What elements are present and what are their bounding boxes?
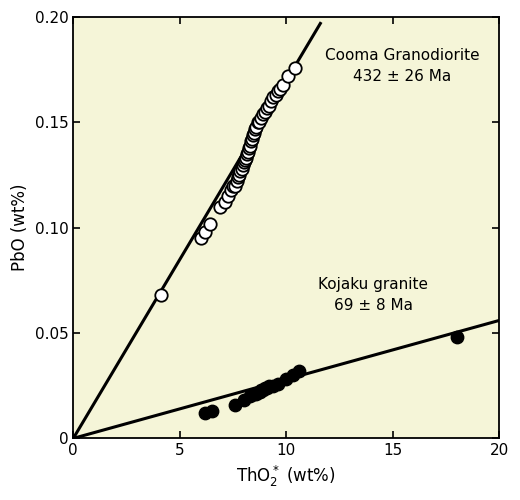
Point xyxy=(253,118,262,126)
Point xyxy=(289,371,297,379)
Point xyxy=(263,104,271,112)
Point xyxy=(255,388,264,396)
Point xyxy=(157,291,165,299)
Point xyxy=(250,129,258,137)
Point xyxy=(252,390,261,398)
Point xyxy=(244,148,252,156)
Point xyxy=(279,80,287,88)
Point xyxy=(231,400,239,408)
Point xyxy=(238,165,246,173)
Point xyxy=(234,173,242,181)
Point xyxy=(274,380,282,388)
Point xyxy=(247,138,255,145)
Point xyxy=(254,388,263,396)
Point xyxy=(216,202,225,210)
Point xyxy=(224,192,232,200)
Point xyxy=(269,93,278,101)
Point xyxy=(243,150,251,158)
Point xyxy=(227,186,235,194)
Point xyxy=(291,64,299,72)
Point xyxy=(269,382,278,390)
Point xyxy=(246,142,254,150)
Point xyxy=(263,384,271,392)
Text: Kojaku granite
69 ± 8 Ma: Kojaku granite 69 ± 8 Ma xyxy=(318,277,428,313)
Point xyxy=(229,182,237,190)
Point xyxy=(261,384,269,392)
Point xyxy=(261,108,269,116)
Point xyxy=(452,334,461,342)
Point xyxy=(254,118,263,126)
Point xyxy=(271,91,280,99)
Point xyxy=(241,156,249,164)
Point xyxy=(252,122,261,130)
Point xyxy=(240,396,248,404)
Point xyxy=(267,98,276,106)
Point xyxy=(205,220,214,228)
Point xyxy=(197,234,205,242)
Point xyxy=(245,144,253,152)
Point xyxy=(276,84,284,92)
Point xyxy=(242,154,250,162)
Point xyxy=(258,386,267,394)
Point xyxy=(207,407,216,415)
Point xyxy=(239,160,247,168)
Point xyxy=(233,178,241,186)
Text: Cooma Granodiorite
432 ± 26 Ma: Cooma Granodiorite 432 ± 26 Ma xyxy=(324,48,479,84)
Point xyxy=(201,228,210,236)
Point xyxy=(236,167,244,175)
Point xyxy=(284,72,293,80)
Point xyxy=(220,198,229,206)
Point xyxy=(282,376,291,384)
Point xyxy=(258,110,267,118)
Point xyxy=(231,182,239,190)
Point xyxy=(248,136,256,143)
Point xyxy=(246,392,254,400)
Point xyxy=(249,131,257,139)
Point xyxy=(240,158,248,166)
Point xyxy=(256,114,265,122)
Point xyxy=(265,382,274,390)
Point xyxy=(251,124,259,132)
Point xyxy=(265,102,274,110)
Point xyxy=(274,87,282,95)
Point xyxy=(235,171,243,179)
Point xyxy=(250,390,258,398)
Point xyxy=(256,386,265,394)
Y-axis label: PbO (wt%): PbO (wt%) xyxy=(11,184,29,272)
X-axis label: ThO$_2^*$ (wt%): ThO$_2^*$ (wt%) xyxy=(237,464,336,489)
Point xyxy=(201,409,210,417)
Point xyxy=(295,367,303,375)
